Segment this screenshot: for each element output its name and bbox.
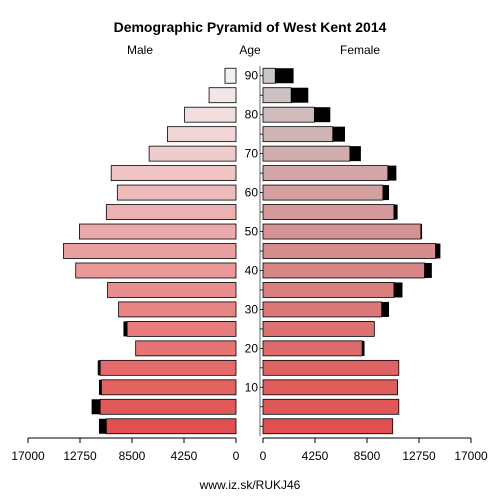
male-bar-70-74 — [148, 145, 237, 162]
male-label: Male — [127, 43, 153, 57]
female-bar-55-59 — [262, 204, 395, 220]
male-bar-10-14 — [101, 379, 237, 396]
female-bar-45-49 — [262, 243, 436, 259]
female-bar-65-69 — [262, 165, 389, 182]
female-excess-bar-50-54 — [420, 224, 423, 240]
age-tick-label: 50 — [245, 225, 259, 239]
female-excess-bar-60-64 — [382, 185, 390, 201]
male-excess-bar-25-29 — [123, 321, 128, 337]
chart-title: Demographic Pyramid of West Kent 2014 — [114, 19, 387, 35]
age-tick-label: 10 — [245, 380, 259, 394]
female-excess-bar-30-34 — [381, 301, 390, 317]
female-excess-bar-65-69 — [387, 165, 397, 181]
female-excess-bar-40-44 — [424, 262, 432, 278]
male-excess-bar-10-14 — [98, 379, 102, 395]
female-bar-35-39 — [262, 282, 395, 298]
male-bar-90+ — [224, 67, 237, 84]
female-excess-bar-70-74 — [349, 146, 361, 162]
age-tick-label: 70 — [245, 147, 259, 161]
age-tick-label: 60 — [245, 186, 259, 200]
female-excess-bar-75-79 — [332, 126, 345, 142]
female-x-tick-label: 0 — [260, 449, 267, 463]
female-bar-0-4 — [262, 418, 394, 435]
male-bar-30-34 — [118, 301, 237, 318]
female-bar-70-74 — [262, 145, 351, 162]
female-bar-40-44 — [262, 262, 425, 279]
male-excess-bar-15-19 — [97, 360, 101, 376]
female-label: Female — [340, 43, 380, 57]
female-bar-50-54 — [262, 223, 422, 240]
male-bar-5-9 — [99, 398, 237, 415]
male-excess-bar-0-4 — [98, 418, 107, 434]
male-bar-50-54 — [78, 223, 237, 240]
male-x-tick-label: 12750 — [63, 449, 97, 463]
female-bar-90+ — [262, 67, 276, 84]
male-x-tick-label: 8500 — [119, 449, 146, 463]
age-label: Age — [239, 43, 261, 57]
male-bar-0-4 — [105, 418, 237, 435]
male-bar-60-64 — [116, 184, 237, 201]
bars-group — [63, 67, 441, 435]
female-excess-bar-85-89 — [291, 87, 309, 103]
male-bar-80-84 — [184, 106, 237, 123]
male-bar-20-24 — [135, 340, 237, 357]
female-excess-bar-45-49 — [435, 243, 441, 259]
male-bar-45-49 — [63, 243, 237, 259]
female-x-tick-label: 12750 — [402, 449, 436, 463]
female-excess-bar-55-59 — [393, 204, 398, 220]
female-excess-bar-20-24 — [362, 340, 365, 356]
female-excess-bar-35-39 — [393, 282, 403, 298]
female-bar-15-19 — [262, 359, 400, 376]
male-bar-75-79 — [167, 126, 237, 143]
female-x-tick-label: 8500 — [354, 449, 381, 463]
female-bar-25-29 — [262, 320, 375, 337]
female-excess-bar-80-84 — [314, 107, 331, 123]
male-bar-40-44 — [75, 262, 237, 279]
male-bar-35-39 — [107, 282, 237, 298]
male-excess-bar-5-9 — [91, 399, 101, 415]
female-x-tick-label: 4250 — [302, 449, 329, 463]
female-bar-10-14 — [262, 379, 398, 396]
male-bar-65-69 — [110, 165, 237, 182]
female-bar-20-24 — [262, 340, 363, 357]
female-bar-80-84 — [262, 106, 315, 123]
female-bar-30-34 — [262, 301, 383, 318]
age-tick-label: 20 — [245, 341, 259, 355]
male-bar-85-89 — [208, 87, 237, 104]
male-x-tick-label: 17000 — [11, 449, 45, 463]
male-bar-25-29 — [126, 320, 237, 337]
female-x-tick-label: 17000 — [454, 449, 488, 463]
age-tick-label: 40 — [245, 263, 259, 277]
footer-source: www.iz.sk/RUKJ46 — [199, 478, 301, 492]
female-bar-75-79 — [262, 126, 334, 143]
male-bar-15-19 — [99, 359, 237, 376]
age-tick-label: 30 — [245, 302, 259, 316]
age-tick-label: 80 — [245, 108, 259, 122]
male-bar-55-59 — [105, 204, 237, 220]
axes-group: 17000 17000 12750 12750 8500 8500 4250 4250 0 0 10… — [11, 66, 488, 463]
male-x-tick-label: 4250 — [171, 449, 198, 463]
female-bar-5-9 — [262, 398, 400, 415]
female-excess-bar-90+ — [275, 68, 294, 84]
male-x-tick-label: 0 — [233, 449, 240, 463]
female-bar-85-89 — [262, 87, 292, 104]
female-bar-60-64 — [262, 184, 384, 201]
age-tick-label: 90 — [245, 69, 259, 83]
